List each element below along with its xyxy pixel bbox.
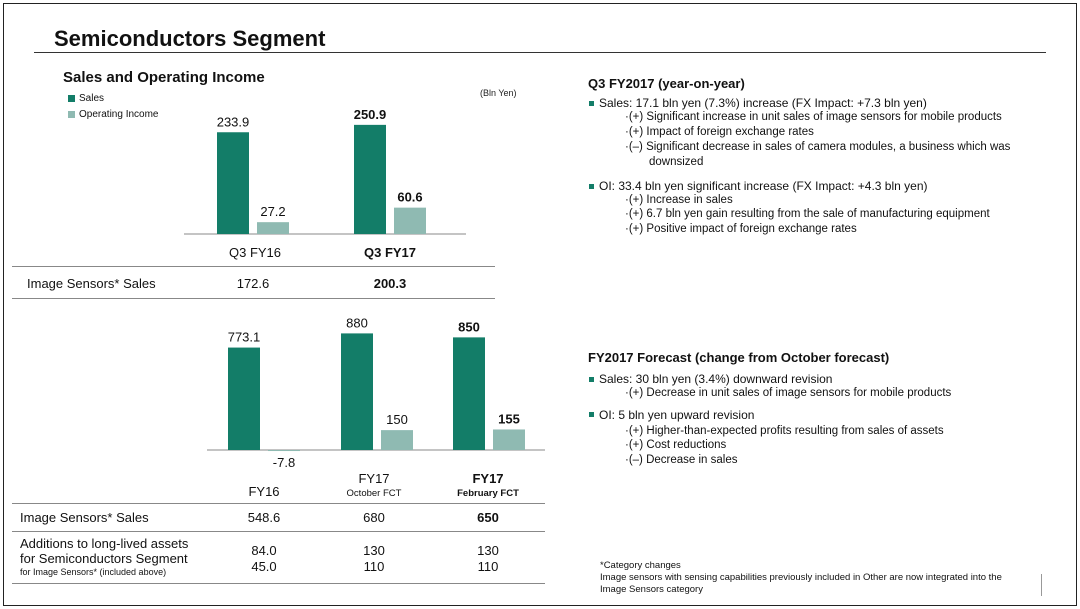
- fy-oi-item: ·(+) Higher-than-expected profits result…: [625, 425, 944, 437]
- table-divider: [12, 531, 545, 532]
- q3-sales-item: ·(+) Impact of foreign exchange rates: [625, 126, 814, 138]
- bar-sales-1: [341, 333, 373, 450]
- table-divider: [12, 583, 545, 584]
- q3-sales-item: ·(–) Significant decrease in sales of ca…: [625, 141, 1011, 153]
- table-divider: [12, 266, 495, 267]
- additions-semis-oct: 130: [363, 543, 385, 558]
- table-divider: [12, 298, 495, 299]
- additions-label-3: for Image Sensors* (included above): [20, 567, 167, 577]
- bar-value-label: 150: [386, 412, 408, 427]
- bar-value-label: 880: [346, 315, 368, 330]
- fy-sensors-oct: 680: [363, 510, 385, 525]
- q3-oi-text: OI: 33.4 bln yen significant increase (F…: [599, 179, 928, 193]
- q3-sales-item: ·(+) Significant increase in unit sales …: [625, 111, 1002, 123]
- q3-sales-item: downsized: [649, 156, 704, 168]
- bar-operating-income-1: [394, 207, 426, 234]
- q3-row-label: Image Sensors* Sales: [27, 276, 156, 291]
- fy-sales-item: ·(+) Decrease in unit sales of image sen…: [625, 387, 952, 399]
- q3-oi-item: ·(+) Positive impact of foreign exchange…: [625, 223, 857, 235]
- fy-oi-item: ·(–) Decrease in sales: [625, 454, 738, 466]
- fy-cat-feb: FY17: [472, 471, 504, 486]
- fy-cat-feb-sub: February FCT: [457, 488, 519, 499]
- q3-cat-fy16: Q3 FY16: [228, 245, 282, 260]
- bar-sales-1: [354, 124, 386, 234]
- table-divider: [12, 503, 545, 504]
- fy-sensors-feb: 650: [477, 510, 499, 525]
- bar-operating-income-2: [493, 429, 525, 450]
- unit-label: (Bln Yen): [480, 88, 517, 98]
- additions-semis-feb: 130: [477, 543, 499, 558]
- fy-oi-text: OI: 5 bln yen upward revision: [599, 408, 755, 422]
- bar-value-label: 773.1: [228, 330, 261, 345]
- fy-row-label: Image Sensors* Sales: [20, 510, 149, 525]
- bar-sales-0: [228, 347, 260, 450]
- q3-sensors-fy16: 172.6: [236, 276, 270, 291]
- footnote-line: Image sensors with sensing capabilities …: [600, 572, 1002, 583]
- q3-sales-text: Sales: 17.1 bln yen (7.3%) increase (FX …: [599, 96, 927, 110]
- fy-sensors-fy16: 548.6: [247, 510, 281, 525]
- bar-sales-2: [453, 337, 485, 450]
- bar-value-label: 27.2: [260, 204, 285, 219]
- q3-cat-fy17: Q3 FY17: [363, 245, 417, 260]
- additions-sensors-fy16: 45.0: [251, 559, 277, 574]
- q3-heading: Q3 FY2017 (year-on-year): [588, 76, 745, 91]
- q3-oi-item: ·(+) Increase in sales: [625, 194, 733, 206]
- additions-sensors-oct: 110: [363, 559, 385, 574]
- chart-subtitle: Sales and Operating Income: [63, 69, 265, 86]
- fy-cat-fy16: FY16: [248, 484, 280, 499]
- bar-value-label: 250.9: [354, 107, 387, 122]
- bar-operating-income-0: [268, 450, 300, 452]
- legend-oi-swatch: [68, 111, 75, 118]
- fy-cat-oct: FY17: [358, 471, 390, 486]
- bar-operating-income-1: [381, 430, 413, 450]
- bullet-icon: [589, 377, 594, 382]
- bar-value-label: -7.8: [273, 455, 295, 470]
- legend-sales-label: Sales: [79, 93, 105, 104]
- page-marker: [1041, 574, 1042, 596]
- fy-heading: FY2017 Forecast (change from October for…: [588, 350, 890, 365]
- bar-value-label: 850: [458, 319, 480, 334]
- legend-sales-swatch: [68, 95, 75, 102]
- footnote-line: Image Sensors category: [600, 584, 703, 595]
- bullet-icon: [589, 101, 594, 106]
- additions-label-1: Additions to long-lived assets: [20, 536, 189, 551]
- additions-semis-fy16: 84.0: [251, 543, 277, 558]
- additions-label-2: for Semiconductors Segment: [20, 551, 188, 566]
- slide-frame: [3, 3, 1077, 606]
- title-rule: [34, 52, 1046, 53]
- fy-oi-item: ·(+) Cost reductions: [625, 439, 727, 451]
- footnote-heading: *Category changes: [600, 560, 681, 571]
- additions-sensors-feb: 110: [477, 559, 499, 574]
- bullet-icon: [589, 412, 594, 417]
- bar-value-label: 155: [498, 411, 520, 426]
- q3-sensors-fy17: 200.3: [373, 276, 407, 291]
- bar-value-label: 60.6: [397, 190, 422, 205]
- bar-value-label: 233.9: [217, 114, 250, 129]
- fy-sales-text: Sales: 30 bln yen (3.4%) downward revisi…: [599, 372, 833, 386]
- bullet-icon: [589, 184, 594, 189]
- q3-oi-item: ·(+) 6.7 bln yen gain resulting from the…: [625, 208, 990, 220]
- bar-sales-0: [217, 132, 249, 234]
- bar-operating-income-0: [257, 222, 289, 234]
- fy-cat-oct-sub: October FCT: [346, 488, 402, 499]
- legend-oi-label: Operating Income: [79, 109, 159, 120]
- page-title: Semiconductors Segment: [54, 26, 326, 51]
